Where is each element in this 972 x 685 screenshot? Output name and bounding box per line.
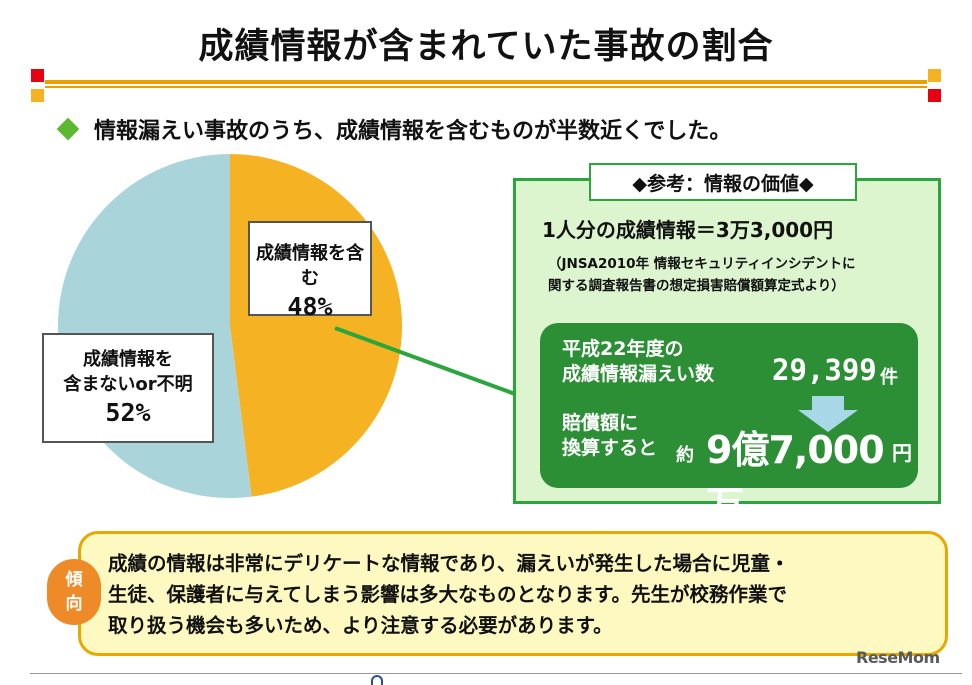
compensation-amount: 9億7,000万 xyxy=(706,428,885,527)
pie-label-excluded: 成績情報を 含まないor不明 52% xyxy=(42,333,214,443)
note-line-1: （JNSA2010年 情報セキュリティインシデントに xyxy=(548,256,856,272)
red-square-icon xyxy=(928,89,941,102)
trend-badge: 傾 向 xyxy=(47,559,101,625)
per-person-value: 1人分の成績情報＝3万3,000円 xyxy=(542,218,834,242)
trend-badge-line-2: 向 xyxy=(65,594,83,614)
orange-square-icon xyxy=(31,89,44,102)
callout-connector xyxy=(334,326,546,407)
leak-count-unit: 件 xyxy=(880,367,898,388)
leak-label-line-1: 平成22年度の xyxy=(562,338,684,360)
pie-label-excluded-name-1: 成績情報を xyxy=(83,349,173,370)
pie-slice-included xyxy=(230,154,403,497)
trend-panel xyxy=(78,531,948,656)
pie-label-included-name: 成績情報を含む xyxy=(256,243,364,289)
comp-label-line-1: 賠償額に xyxy=(562,412,639,434)
trend-line-1: 成績の情報は非常にデリケートな情報であり、漏えいが発生した場合に児童・ xyxy=(108,552,790,575)
title-underline-thin xyxy=(45,86,927,88)
compensation-label: 賠償額に 換算すると xyxy=(562,411,657,461)
pie-label-excluded-pct: 52% xyxy=(105,398,151,427)
pie-slice-excluded xyxy=(58,154,252,498)
arrow-down-icon xyxy=(798,396,858,432)
comp-label-line-2: 換算すると xyxy=(562,437,658,459)
footer-rule xyxy=(30,673,962,674)
title-underline xyxy=(45,80,927,84)
orange-square-icon xyxy=(928,69,941,82)
trend-text: 成績の情報は非常にデリケートな情報であり、漏えいが発生した場合に児童・ 生徒、保… xyxy=(108,548,938,641)
page-title: 成績情報が含まれていた事故の割合 xyxy=(198,27,774,67)
summary-text: 情報漏えい事故のうち、成績情報を含むものが半数近くでした。 xyxy=(94,119,732,144)
leak-count: 29,399 xyxy=(772,353,877,387)
reference-source-note: （JNSA2010年 情報セキュリティインシデントに 関する調査報告書の想定損害… xyxy=(548,253,855,297)
trend-badge-line-1: 傾 xyxy=(65,570,83,590)
leak-label-line-2: 成績情報漏えい数 xyxy=(562,363,715,385)
note-line-2: 関する調査報告書の想定損害賠償額算定式より） xyxy=(548,278,845,294)
compensation-unit: 円 xyxy=(892,441,912,465)
approx-mark: 約 xyxy=(676,445,694,466)
leak-count-label: 平成22年度の 成績情報漏えい数 xyxy=(562,337,714,387)
pie-label-included-pct: 48% xyxy=(287,292,333,321)
red-square-icon xyxy=(31,69,44,82)
pie-label-excluded-name-2: 含まないor不明 xyxy=(63,374,193,395)
summary-bullet: 情報漏えい事故のうち、成績情報を含むものが半数近くでした。 xyxy=(56,113,732,145)
damage-estimate-panel: 平成22年度の 成績情報漏えい数 29,399 件 賠償額に 換算すると 約 9… xyxy=(540,323,918,527)
reference-tag: ◆参考：情報の価値◆ xyxy=(589,163,857,201)
trend-line-3: 取り扱う機会も多いため、より注意する必要があります。 xyxy=(108,614,613,637)
trend-line-2: 生徒、保護者に与えてしまう影響は多大なものとなります。先生が校務作業で xyxy=(108,583,787,606)
pie-label-included: 成績情報を含む 48% xyxy=(248,221,372,321)
footer-mark-icon xyxy=(371,675,383,685)
brand-logo: ReseMom xyxy=(856,648,940,667)
